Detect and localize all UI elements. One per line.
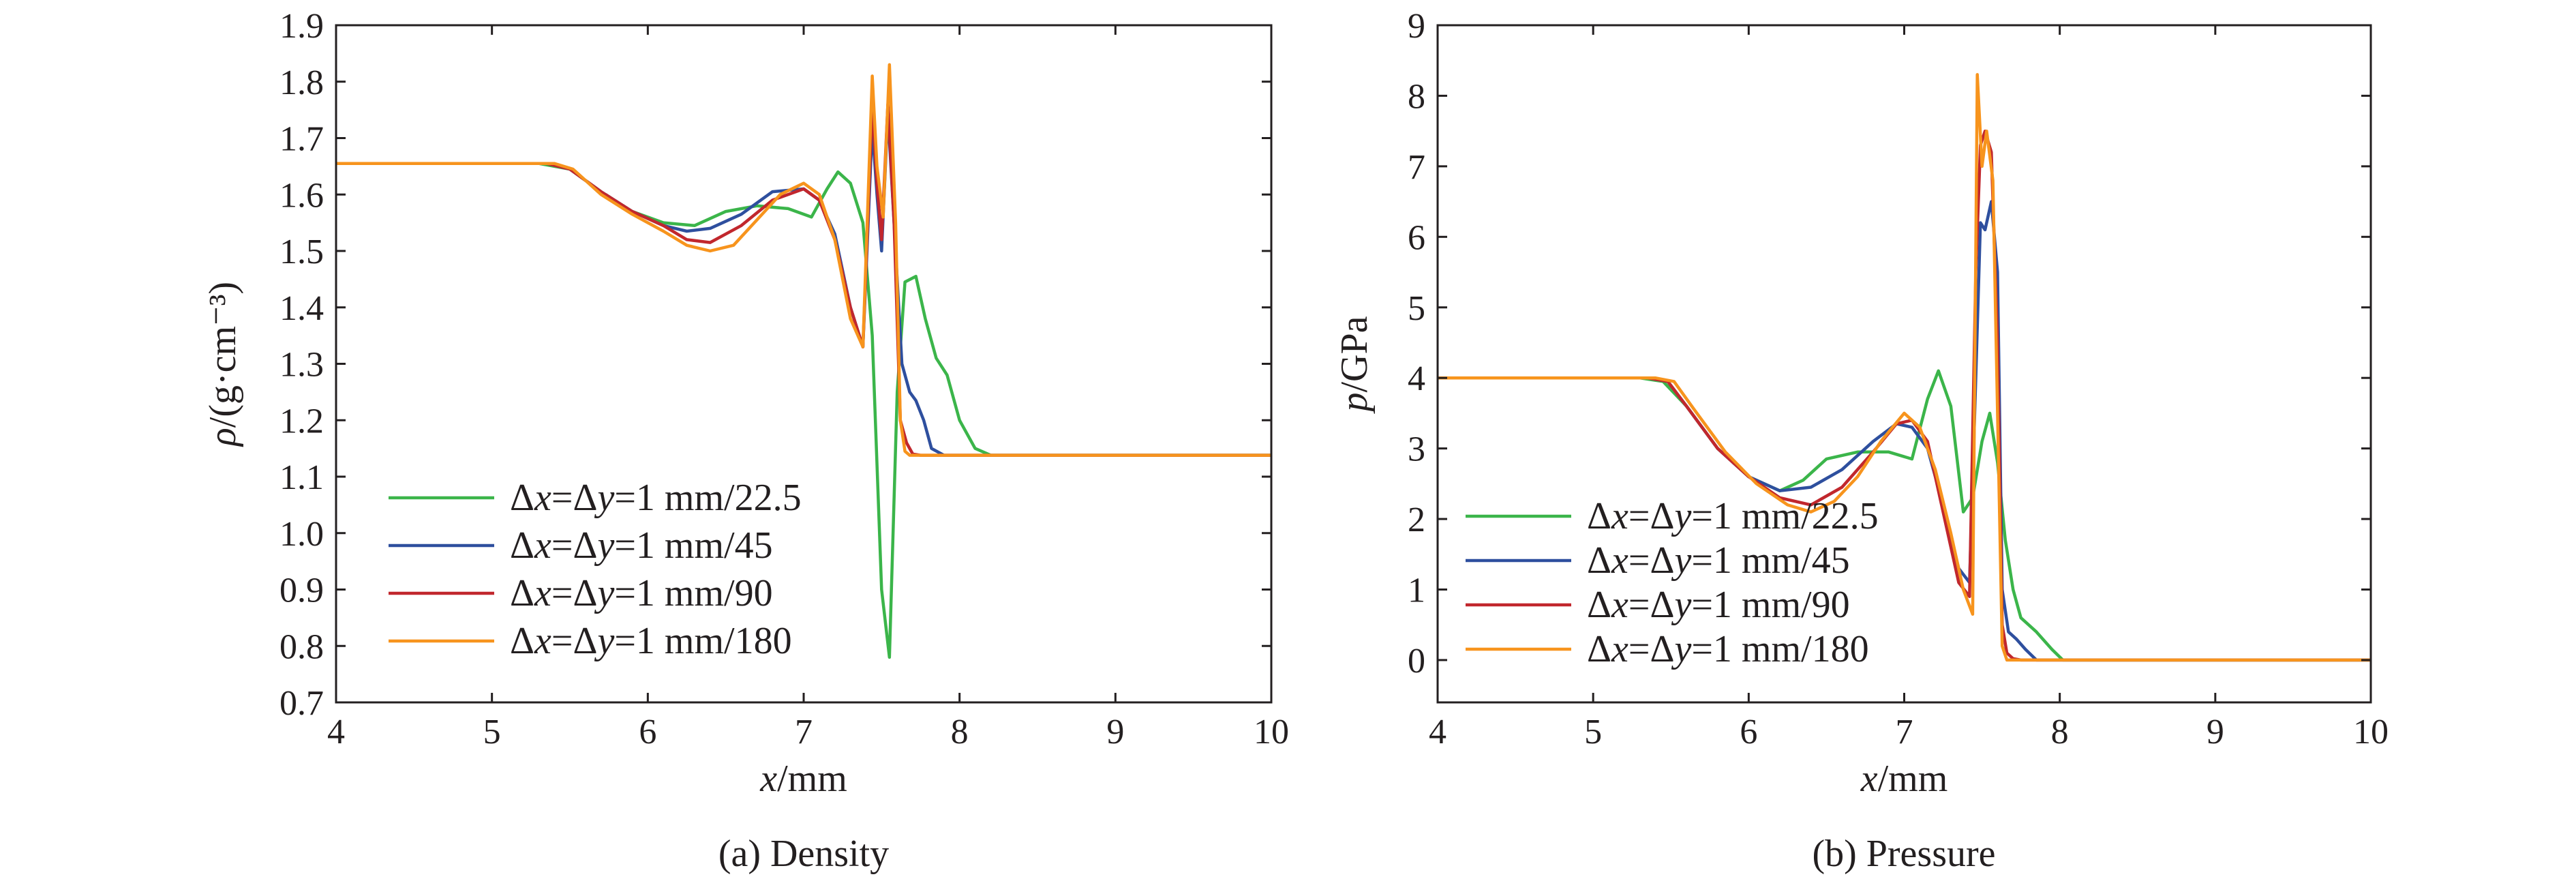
y-tick-label: 6: [1408, 218, 1425, 257]
legend-entry-label: Δx=Δy=1 mm/90: [1587, 584, 1850, 626]
legend-entry-label: Δx=Δy=1 mm/22.5: [510, 477, 802, 519]
x-tick-label: 6: [1740, 713, 1757, 751]
legend-entry-label: Δx=Δy=1 mm/45: [510, 524, 773, 567]
legend-entry-label: Δx=Δy=1 mm/180: [1587, 628, 1869, 670]
series-line-3: [336, 102, 1271, 457]
x-tick-label: 9: [1106, 713, 1124, 751]
y-tick-label: 0.8: [279, 627, 324, 666]
legend: Δx=Δy=1 mm/22.5 Δx=Δy=1 mm/45 Δx=Δy=1 mm/9…: [389, 477, 802, 662]
legend-entry-label: Δx=Δy=1 mm/180: [510, 620, 792, 662]
panel-caption: (a) Density: [718, 833, 889, 875]
x-tick-label: 7: [795, 713, 813, 751]
y-tick-label: 1.3: [279, 346, 324, 385]
y-tick-label: 0: [1408, 642, 1425, 681]
y-axis-label: ρ/(g·cm⁻³): [202, 282, 244, 447]
chart-panel-pressure: 4 5 6 7 8 9 10 0 1 2 3 4 5 6 7 8 9 x/mm p/GPa Δx=Δy=1 mm/22…: [1333, 7, 2389, 875]
legend-entry-label: Δx=Δy=1 mm/45: [1587, 539, 1850, 582]
x-tick-label: 5: [483, 713, 501, 751]
y-tick-label: 3: [1408, 430, 1425, 469]
series-lines: [1438, 73, 2371, 662]
x-tick-label: 10: [1254, 713, 1289, 751]
y-tick-label: 5: [1408, 289, 1425, 328]
x-axis-label: x/mm: [1860, 758, 1948, 800]
x-tick-label: 4: [327, 713, 345, 751]
legend-entry-label: Δx=Δy=1 mm/22.5: [1587, 495, 1879, 537]
y-tick-label: 1.9: [279, 7, 324, 46]
y-tick-label: 2: [1408, 501, 1425, 539]
chart-panel-density: 4 5 6 7 8 9 10 0.7 0.8 0.9 1.0 1.1 1.2 1.3 1.4 1.5 1.6 1.…: [202, 7, 1289, 875]
series-lines: [336, 63, 1271, 659]
plot-frame: [335, 24, 1273, 704]
y-tick-label: 0.7: [279, 684, 324, 723]
x-tick-label: 8: [951, 713, 969, 751]
y-tick-label: 8: [1408, 77, 1425, 116]
y-tick-label: 1.5: [279, 233, 324, 271]
y-tick-label: 1.0: [279, 515, 324, 554]
y-tick-label: 9: [1408, 7, 1425, 46]
y-tick-label: 1.1: [279, 458, 324, 497]
x-tick-label: 7: [1896, 713, 1913, 751]
y-tick-label: 1.8: [279, 63, 324, 102]
y-tick-label: 1: [1408, 571, 1425, 610]
y-axis-label: p/GPa: [1333, 316, 1376, 414]
plot-frame: [1436, 24, 2372, 704]
y-tick-label: 1.4: [279, 289, 324, 328]
y-tick-label: 1.6: [279, 176, 324, 215]
series-line-4: [336, 63, 1271, 457]
x-tick-label: 4: [1429, 713, 1446, 751]
y-tick-label: 1.2: [279, 402, 324, 441]
series-line-1: [336, 162, 1271, 659]
y-tick-label: 7: [1408, 148, 1425, 187]
panel-caption: (b) Pressure: [1812, 833, 1995, 875]
legend-entry-label: Δx=Δy=1 mm/90: [510, 572, 773, 614]
x-tick-label: 10: [2353, 713, 2389, 751]
x-tick-label: 8: [2051, 713, 2069, 751]
x-tick-label: 9: [2207, 713, 2224, 751]
series-line-3: [1438, 129, 2371, 662]
x-tick-label: 6: [639, 713, 656, 751]
series-line-2: [1438, 200, 2371, 662]
y-tick-label: 4: [1408, 359, 1425, 398]
x-tick-label: 5: [1584, 713, 1602, 751]
series-line-4: [1438, 73, 2371, 662]
x-axis-label: x/mm: [759, 758, 847, 800]
y-tick-label: 1.7: [279, 120, 324, 159]
y-tick-label: 0.9: [279, 571, 324, 610]
